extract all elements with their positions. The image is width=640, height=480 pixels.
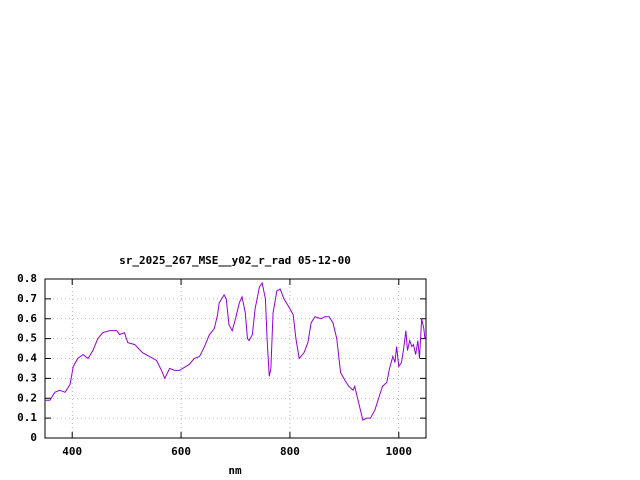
data-line (45, 281, 426, 421)
y-tick-label: 0.2 (17, 391, 37, 404)
x-tick-label: 600 (171, 445, 191, 458)
y-tick-label: 0.3 (17, 371, 37, 384)
y-tick-label: 0.5 (17, 332, 37, 345)
x-tick-label: 800 (280, 445, 300, 458)
y-tick-label: 0.6 (17, 312, 37, 325)
y-tick-label: 0.1 (17, 411, 37, 424)
plot-frame (44, 278, 427, 439)
x-tick-label: 1000 (386, 445, 413, 458)
x-axis-label: nm (228, 464, 242, 477)
y-tick-label: 0 (30, 431, 37, 444)
y-tick-label: 0.8 (17, 272, 37, 285)
x-tick-label: 400 (62, 445, 82, 458)
chart-title: sr_2025_267_MSE__y02_r_rad 05-12-00 (119, 254, 351, 267)
y-tick-label: 0.4 (17, 352, 37, 365)
y-tick-label: 0.7 (17, 292, 37, 305)
